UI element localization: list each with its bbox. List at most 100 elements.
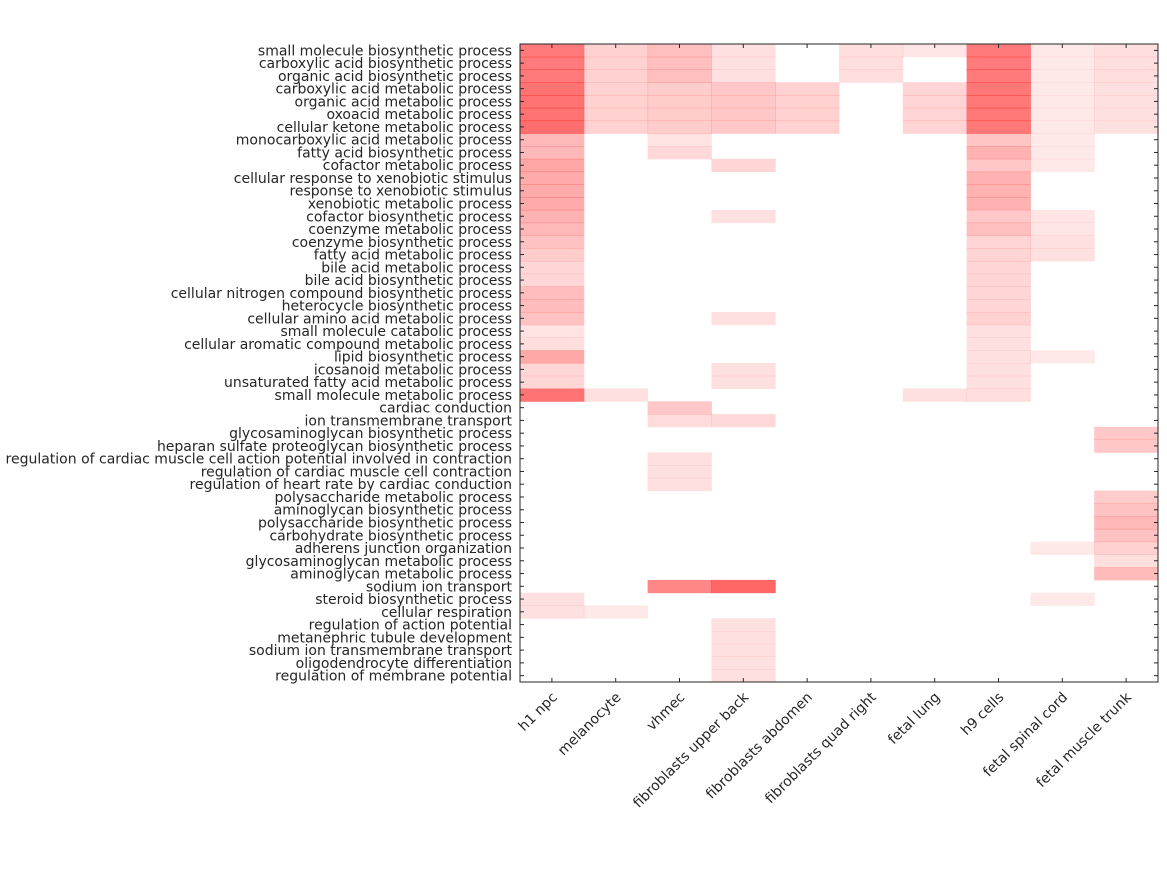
heatmap-cell xyxy=(966,222,1031,236)
heatmap-cell xyxy=(583,44,649,58)
heatmap-cell xyxy=(966,197,1031,211)
heatmap-cell xyxy=(1094,439,1159,453)
row-label: cellular nitrogen compound biosynthetic … xyxy=(171,286,512,302)
heatmap-cell xyxy=(902,388,968,402)
heatmap-cell xyxy=(1094,516,1159,530)
plot-frame xyxy=(519,43,1159,683)
row-label: oxoacid metabolic process xyxy=(326,107,512,123)
row-label: cellular aromatic compound metabolic pro… xyxy=(184,337,512,353)
heatmap-cell xyxy=(583,120,649,134)
heatmap-cell xyxy=(647,452,712,466)
heatmap-cell xyxy=(775,95,840,109)
row-label: xenobiotic metabolic process xyxy=(308,197,512,213)
heatmap-cell xyxy=(1030,209,1095,224)
heatmap-cell xyxy=(1030,541,1095,555)
row-label: response to xenobiotic stimulus xyxy=(289,184,512,200)
heatmap-cell xyxy=(902,44,968,58)
row-label: regulation of action potential xyxy=(309,618,512,634)
heatmap-cell xyxy=(647,133,712,147)
row-label: cellular respiration xyxy=(381,605,512,621)
heatmap-cell xyxy=(520,222,585,236)
heatmap-cell xyxy=(520,248,585,262)
heatmap-cell xyxy=(775,82,840,96)
heatmap-cell xyxy=(1094,69,1159,83)
heatmap-cell xyxy=(647,56,712,71)
row-label: carbohydrate biosynthetic process xyxy=(269,528,512,544)
row-label: fatty acid biosynthetic process xyxy=(297,145,512,161)
heatmap-cell xyxy=(520,388,585,402)
heatmap-cell xyxy=(902,95,968,109)
heatmap-cell xyxy=(1030,133,1095,147)
heatmap-cell xyxy=(520,337,585,351)
column-label: melanocyte xyxy=(555,690,624,759)
row-label: bile acid biosynthetic process xyxy=(305,273,512,289)
heatmap-cell xyxy=(647,477,712,492)
row-label: organic acid biosynthetic process xyxy=(278,69,512,85)
row-label: cellular response to xenobiotic stimulus xyxy=(234,171,512,187)
heatmap-cell xyxy=(966,56,1031,71)
row-label: sodium ion transport xyxy=(366,579,513,595)
row-label: heterocycle biosynthetic process xyxy=(282,299,512,315)
heatmap-cell xyxy=(583,82,649,96)
heatmap-cell xyxy=(520,273,585,287)
heatmap-cell xyxy=(966,184,1031,198)
row-label: small molecule metabolic process xyxy=(275,388,512,404)
row-label: regulation of membrane potential xyxy=(275,669,512,685)
column-label: vhmec xyxy=(644,690,689,735)
heatmap-cell xyxy=(520,184,585,198)
heatmap-cell xyxy=(1030,248,1095,262)
heatmap-cell xyxy=(1030,592,1095,606)
row-label: coenzyme biosynthetic process xyxy=(292,235,512,251)
heatmap-cell xyxy=(647,579,712,594)
row-label: regulation of cardiac muscle cell contra… xyxy=(201,464,512,480)
heatmap-cell xyxy=(966,248,1031,262)
row-label: cofactor metabolic process xyxy=(323,158,512,174)
heatmap-cell xyxy=(520,235,585,249)
heatmap-cell xyxy=(966,299,1031,313)
row-label: polysaccharide biosynthetic process xyxy=(258,516,512,532)
column-label: fibroblasts quad right xyxy=(762,689,880,807)
heatmap-cell xyxy=(647,401,712,415)
heatmap-cell xyxy=(583,107,649,122)
row-label: regulation of cardiac muscle cell action… xyxy=(6,452,512,468)
heatmap-cell xyxy=(902,120,968,134)
heatmap-cell xyxy=(583,605,649,619)
row-label: organic acid metabolic process xyxy=(295,94,512,110)
row-label: unsaturated fatty acid metabolic process xyxy=(224,375,512,391)
row-label: glycosaminoglycan metabolic process xyxy=(246,554,512,570)
heatmap-cell xyxy=(647,465,712,479)
heatmap-cell xyxy=(520,197,585,211)
heatmap-cell xyxy=(966,82,1031,96)
heatmap-cell xyxy=(520,146,585,160)
axis-ticks xyxy=(520,44,1158,682)
heatmap-cell xyxy=(711,669,776,683)
column-label: fibroblasts upper back xyxy=(630,689,752,811)
heatmap-cell xyxy=(902,82,968,96)
heatmap-cell xyxy=(966,235,1031,249)
row-label: small molecule catabolic process xyxy=(281,324,513,340)
heatmap-cell xyxy=(520,363,585,377)
heatmap-cell xyxy=(647,82,712,96)
heatmap-cell xyxy=(520,209,585,224)
column-label: fetal lung xyxy=(885,690,943,748)
heatmap-cell xyxy=(711,579,776,594)
heatmap-cell xyxy=(520,299,585,313)
row-label: fatty acid metabolic process xyxy=(314,248,512,264)
heatmap-cell xyxy=(520,95,585,109)
row-label: heparan sulfate proteoglycan biosyntheti… xyxy=(157,439,512,455)
heatmap-cell xyxy=(902,107,968,122)
heatmap-cell xyxy=(966,95,1031,109)
heatmap-cell xyxy=(966,324,1031,338)
heatmap-cell xyxy=(839,56,904,71)
heatmap-cell xyxy=(583,388,649,402)
heatmap-cell xyxy=(966,337,1031,351)
heatmap-cell xyxy=(1094,120,1159,134)
heatmap-cell xyxy=(583,56,649,71)
row-label: metanephric tubule development xyxy=(277,630,512,646)
heatmap-cell xyxy=(520,375,585,390)
row-label: bile acid metabolic process xyxy=(321,260,512,276)
row-label: icosanoid metabolic process xyxy=(314,362,512,378)
heatmap-cell xyxy=(520,605,585,619)
